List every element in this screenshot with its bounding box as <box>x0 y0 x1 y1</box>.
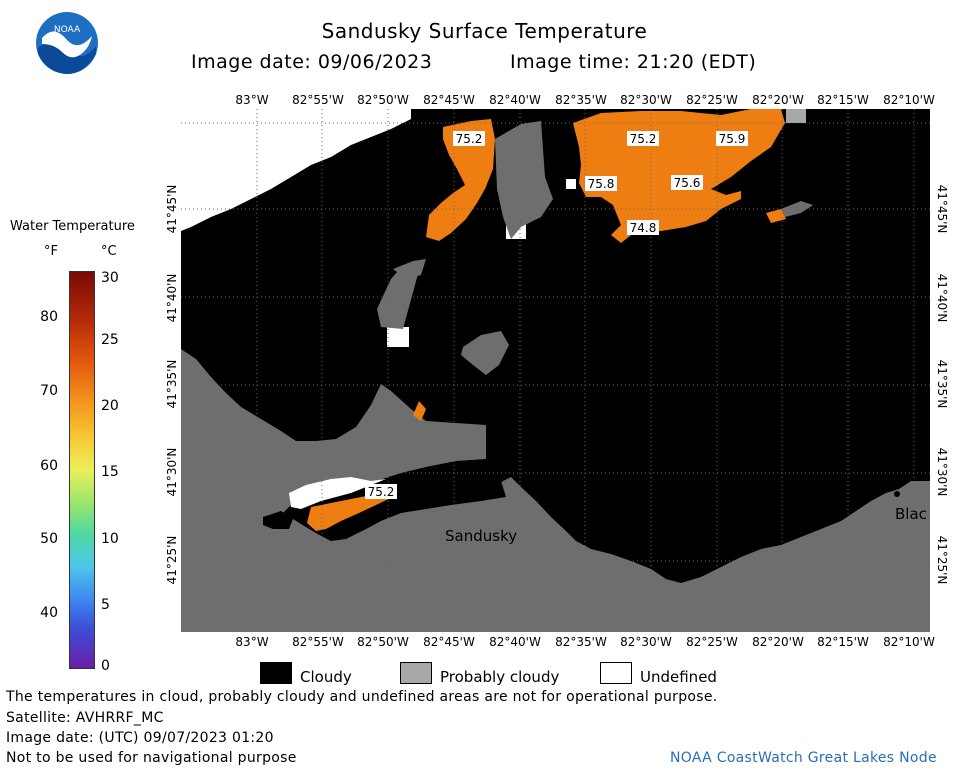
lat-right-41-25n: 41°25'N <box>935 535 949 585</box>
lon-top-82-10w: 82°10'W <box>883 93 935 107</box>
tick-f-40: 40 <box>40 605 58 621</box>
lat-left-41-35n: 41°35'N <box>165 359 179 409</box>
warm-water-island-shore <box>413 401 426 421</box>
tick-c-15: 15 <box>101 464 119 480</box>
image-time: Image time: 21:20 (EDT) <box>510 51 757 73</box>
lat-left-41-25n: 41°25'N <box>165 535 179 585</box>
svg-text:75.2: 75.2 <box>630 132 657 146</box>
temp-label: 75.2 <box>453 131 485 146</box>
probably-cloudy-island <box>377 263 421 329</box>
temp-label: 75.8 <box>585 176 617 191</box>
lon-top-82-30w: 82°30'W <box>620 93 672 107</box>
navigation-warning: Not to be used for navigational purpose <box>6 750 297 766</box>
lon-bottom-82-40w: 82°40'W <box>489 635 541 649</box>
temp-label: 75.2 <box>627 131 659 146</box>
lon-top-82-25w: 82°25'W <box>686 93 738 107</box>
legend-probably-cloudy-label: Probably cloudy <box>440 668 560 686</box>
image-date: Image date: 09/06/2023 <box>191 51 433 73</box>
probably-cloudy-patch <box>786 109 806 123</box>
tick-f-60: 60 <box>40 458 58 474</box>
tick-f-70: 70 <box>40 383 58 399</box>
lon-top-82-50w: 82°50'W <box>357 93 409 107</box>
lat-right-41-40n: 41°40'N <box>935 273 949 323</box>
tick-c-0: 0 <box>101 658 110 674</box>
warm-water-northwest <box>426 119 495 241</box>
place-marker <box>894 491 900 497</box>
legend-undefined-swatch <box>600 662 632 684</box>
lon-top-83w: 83°W <box>235 93 269 107</box>
south-shore-land <box>181 349 930 632</box>
lon-bottom-82-15w: 82°15'W <box>817 635 869 649</box>
lon-bottom-82-20w: 82°20'W <box>752 635 804 649</box>
tick-c-10: 10 <box>101 531 119 547</box>
temperature-map: 75.2 75.2 75.9 75.8 75.6 74.8 75.2 Sandu… <box>181 109 930 632</box>
lon-bottom-82-35w: 82°35'W <box>555 635 607 649</box>
tick-c-20: 20 <box>101 398 119 414</box>
undefined-area-north <box>181 109 411 231</box>
legend-cloudy-swatch <box>260 662 292 684</box>
undefined-patch <box>566 179 576 189</box>
warm-water-bay <box>307 493 393 531</box>
legend-probably-cloudy-swatch <box>400 662 432 684</box>
lon-top-82-20w: 82°20'W <box>752 93 804 107</box>
tick-f-50: 50 <box>40 531 58 547</box>
undefined-bay-patch <box>289 477 386 509</box>
colorbar-unit-c: °C <box>101 244 117 259</box>
svg-text:75.2: 75.2 <box>456 132 483 146</box>
lon-bottom-82-50w: 82°50'W <box>357 635 409 649</box>
probably-cloudy-island <box>393 259 426 279</box>
svg-text:NOAA: NOAA <box>54 25 81 35</box>
temp-label: 75.2 <box>365 484 397 499</box>
probably-cloudy-island <box>461 331 509 375</box>
undefined-patch <box>387 327 409 347</box>
svg-text:75.2: 75.2 <box>368 485 395 499</box>
lat-left-41-40n: 41°40'N <box>165 273 179 323</box>
temp-label: 75.9 <box>716 131 748 146</box>
tick-c-25: 25 <box>101 332 119 348</box>
colorbar-title: Water Temperature <box>10 219 135 234</box>
noaa-logo: NOAA <box>34 10 100 76</box>
legend-cloudy-label: Cloudy <box>300 668 352 686</box>
tick-c-30: 30 <box>101 270 119 286</box>
lon-top-82-40w: 82°40'W <box>489 93 541 107</box>
lon-top-82-35w: 82°35'W <box>555 93 607 107</box>
lon-top-82-45w: 82°45'W <box>423 93 475 107</box>
lat-left-41-45n: 41°45'N <box>165 184 179 234</box>
svg-text:74.8: 74.8 <box>630 221 657 235</box>
place-sandusky: Sandusky <box>445 527 517 545</box>
temp-label: 75.6 <box>671 175 703 190</box>
cloudy-bay-inner <box>263 511 293 529</box>
disclaimer-text: The temperatures in cloud, probably clou… <box>6 689 718 705</box>
utc-date-text: Image date: (UTC) 09/07/2023 01:20 <box>6 730 274 746</box>
tick-c-5: 5 <box>101 597 110 613</box>
lon-top-82-15w: 82°15'W <box>817 93 869 107</box>
lon-bottom-82-30w: 82°30'W <box>620 635 672 649</box>
tick-f-80: 80 <box>40 309 58 325</box>
svg-text:75.9: 75.9 <box>719 132 746 146</box>
legend-undefined-label: Undefined <box>640 668 717 686</box>
lon-bottom-82-10w: 82°10'W <box>883 635 935 649</box>
colorbar <box>69 271 95 669</box>
place-blac: Blac <box>895 505 927 523</box>
lon-bottom-82-25w: 82°25'W <box>686 635 738 649</box>
svg-text:75.8: 75.8 <box>588 177 615 191</box>
colorbar-unit-f: °F <box>44 244 58 259</box>
satellite-text: Satellite: AVHRRF_MC <box>6 710 164 726</box>
lon-top-82-55w: 82°55'W <box>292 93 344 107</box>
graticule <box>181 109 930 632</box>
lon-bottom-82-55w: 82°55'W <box>292 635 344 649</box>
lat-right-41-35n: 41°35'N <box>935 359 949 409</box>
lat-right-41-45n: 41°45'N <box>935 184 949 234</box>
credit-link[interactable]: NOAA CoastWatch Great Lakes Node <box>670 750 937 766</box>
lon-bottom-83w: 83°W <box>235 635 269 649</box>
temp-label: 74.8 <box>627 220 659 235</box>
lat-right-41-30n: 41°30'N <box>935 447 949 497</box>
warm-water-patch <box>766 209 786 223</box>
lat-left-41-30n: 41°30'N <box>165 447 179 497</box>
lon-bottom-82-45w: 82°45'W <box>423 635 475 649</box>
svg-text:75.6: 75.6 <box>674 176 701 190</box>
map-title: Sandusky Surface Temperature <box>321 19 648 43</box>
